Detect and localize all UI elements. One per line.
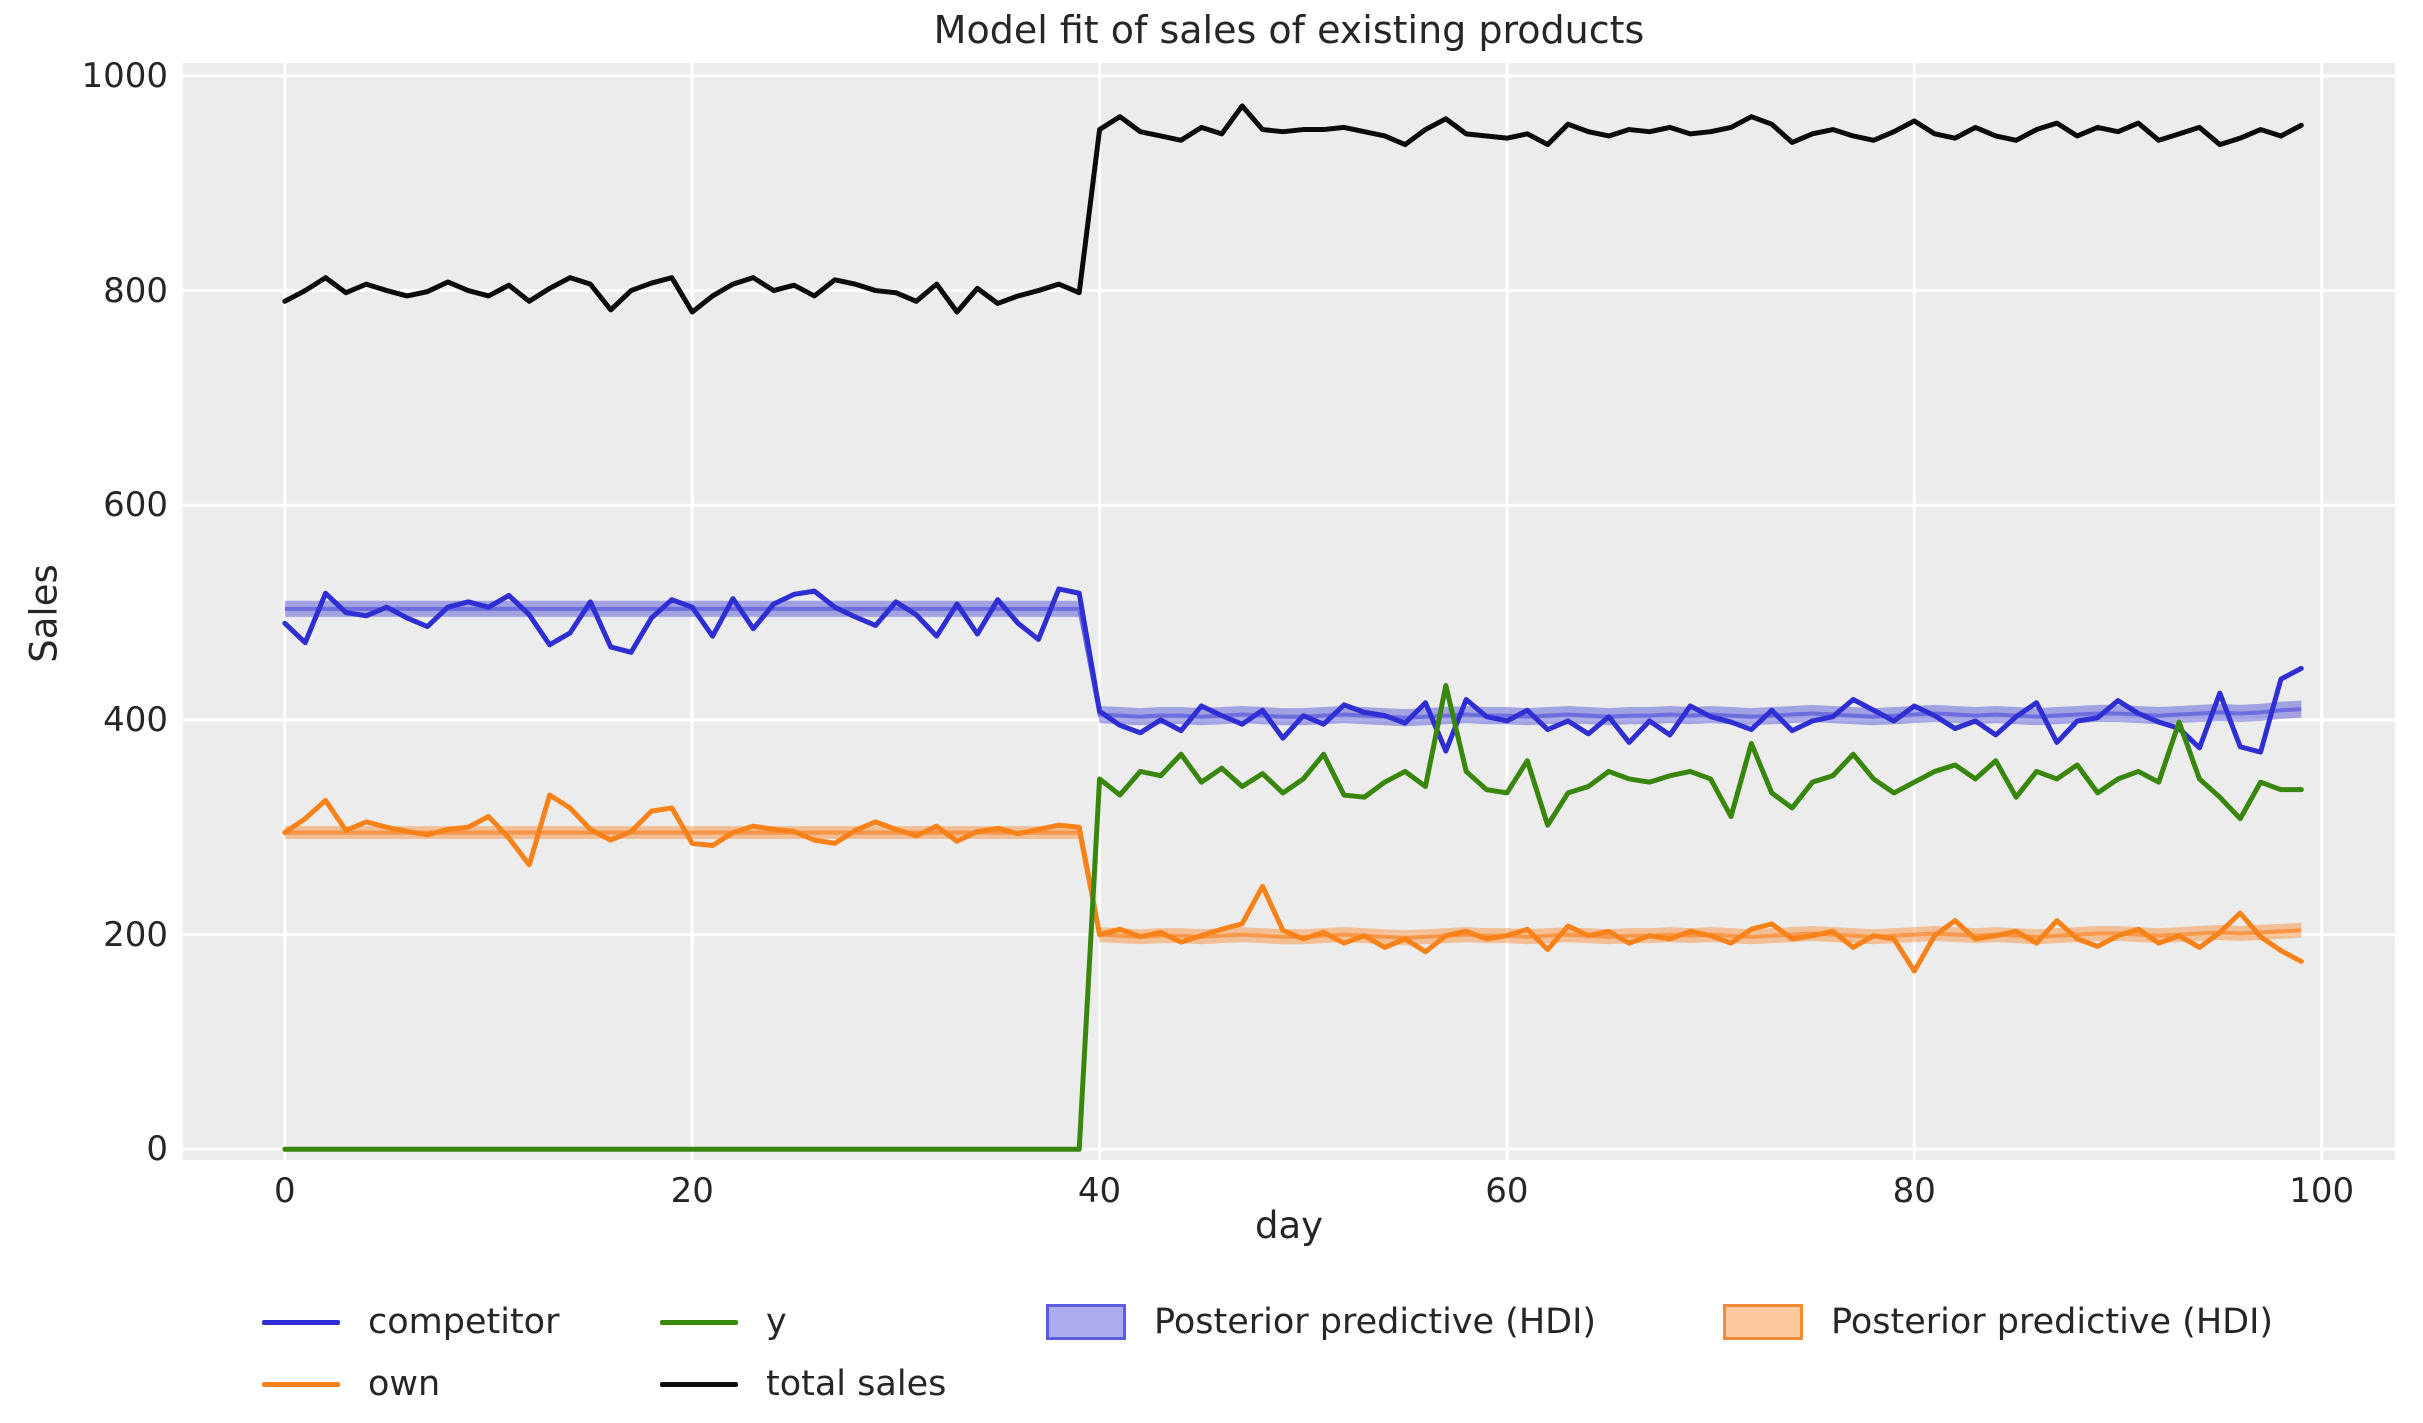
y-tick-label: 0 (146, 1129, 168, 1170)
series-line-own (282, 792, 2304, 974)
y-tick-label: 200 (103, 914, 168, 955)
x-tick-label: 20 (670, 1171, 714, 1211)
y-tick-label: 1000 (81, 55, 168, 96)
hdi-mean-line-blue (284, 606, 2302, 720)
series-line-competitor (282, 586, 2304, 755)
y-tick-label: 600 (103, 485, 168, 526)
x-axis-label: day (1254, 1204, 1324, 1247)
x-tick-label: 40 (1077, 1171, 1122, 1211)
series-line-total-sales (282, 103, 2304, 315)
y-tick-label: 400 (103, 699, 168, 740)
x-tick-label: 60 (1485, 1171, 1529, 1211)
y-tick-label: 800 (103, 270, 168, 311)
axes-background (183, 63, 2395, 1160)
chart-title: Model fit of sales of existing products (933, 8, 1645, 52)
x-tick-label: 0 (274, 1171, 296, 1211)
series-line-y (282, 683, 2304, 1152)
x-tick-label: 100 (2289, 1171, 2355, 1211)
x-tick-label: 80 (1892, 1171, 1936, 1211)
